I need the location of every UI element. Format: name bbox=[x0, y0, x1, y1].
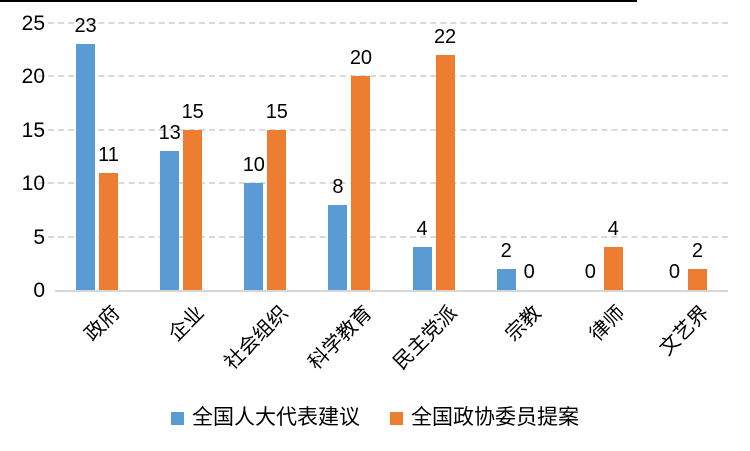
gridline-10 bbox=[38, 182, 728, 185]
x-category-label-宗教: 宗教 bbox=[501, 302, 546, 346]
x-category-label-民主党派: 民主党派 bbox=[388, 302, 462, 375]
x-category-label-科学教育: 科学教育 bbox=[304, 302, 377, 375]
bar-全国人大代表建议-政府 bbox=[76, 44, 96, 290]
data-label-全国人大代表建议-政府: 23 bbox=[74, 15, 97, 38]
legend-label: 全国政协委员提案 bbox=[411, 406, 579, 429]
bar-全国政协委员提案-民主党派 bbox=[435, 55, 455, 290]
bar-全国人大代表建议-企业 bbox=[160, 151, 180, 290]
bar-全国政协委员提案-文艺界 bbox=[687, 268, 707, 290]
y-tick-label-0: 0 bbox=[33, 279, 45, 302]
x-axis-line bbox=[55, 290, 728, 292]
data-label-全国政协委员提案-企业: 15 bbox=[181, 100, 204, 123]
data-label-全国人大代表建议-民主党派: 4 bbox=[416, 218, 428, 241]
top-border-rule bbox=[0, 0, 637, 2]
bar-全国人大代表建议-民主党派 bbox=[412, 247, 432, 290]
bar-全国政协委员提案-科学教育 bbox=[351, 76, 371, 290]
x-category-label-律师: 律师 bbox=[585, 302, 630, 346]
data-label-全国人大代表建议-社会组织: 10 bbox=[242, 154, 265, 177]
data-label-全国人大代表建议-宗教: 2 bbox=[500, 239, 512, 262]
y-tick-label-25: 25 bbox=[21, 12, 45, 35]
legend-swatch-icon bbox=[171, 411, 184, 425]
gridline-20 bbox=[38, 75, 728, 78]
data-label-全国政协委员提案-科学教育: 20 bbox=[349, 47, 373, 70]
y-tick-label-10: 10 bbox=[21, 172, 45, 196]
legend-item-全国政协委员提案: 全国政协委员提案 bbox=[390, 406, 579, 430]
y-tick-label-20: 20 bbox=[21, 65, 45, 89]
bar-全国人大代表建议-科学教育 bbox=[328, 204, 348, 290]
legend-label: 全国人大代表建议 bbox=[192, 406, 360, 429]
data-label-全国政协委员提案-民主党派: 22 bbox=[433, 26, 457, 49]
legend-item-全国人大代表建议: 全国人大代表建议 bbox=[171, 406, 360, 430]
gridline-15 bbox=[38, 128, 728, 131]
data-label-全国人大代表建议-文艺界: 0 bbox=[668, 261, 680, 283]
data-label-全国政协委员提案-文艺界: 2 bbox=[691, 239, 703, 262]
x-category-label-社会组织: 社会组织 bbox=[220, 302, 293, 375]
data-label-全国政协委员提案-政府: 11 bbox=[98, 143, 119, 166]
bar-全国政协委员提案-社会组织 bbox=[267, 129, 287, 290]
x-category-label-政府: 政府 bbox=[80, 302, 125, 346]
data-label-全国政协委员提案-宗教: 0 bbox=[523, 261, 535, 283]
bar-全国人大代表建议-宗教 bbox=[496, 268, 516, 290]
data-label-全国政协委员提案-社会组织: 15 bbox=[265, 100, 288, 123]
chart-legend: 全国人大代表建议 全国政协委员提案 bbox=[0, 406, 750, 430]
x-category-label-企业: 企业 bbox=[164, 302, 209, 346]
gridline-5 bbox=[38, 235, 728, 238]
x-category-label-文艺界: 文艺界 bbox=[655, 302, 714, 360]
gridline-25 bbox=[38, 22, 728, 24]
bar-全国政协委员提案-律师 bbox=[603, 247, 623, 290]
data-label-全国政协委员提案-律师: 4 bbox=[607, 218, 619, 241]
data-label-全国人大代表建议-企业: 13 bbox=[158, 122, 181, 145]
data-label-全国人大代表建议-科学教育: 8 bbox=[332, 175, 344, 198]
bar-全国政协委员提案-企业 bbox=[183, 129, 203, 290]
legend-swatch-icon bbox=[390, 411, 403, 425]
data-label-全国人大代表建议-律师: 0 bbox=[584, 261, 596, 283]
bar-全国人大代表建议-社会组织 bbox=[244, 183, 264, 290]
y-tick-label-15: 15 bbox=[21, 118, 45, 142]
bar-全国政协委员提案-政府 bbox=[99, 172, 119, 290]
y-tick-label-5: 5 bbox=[33, 225, 45, 249]
